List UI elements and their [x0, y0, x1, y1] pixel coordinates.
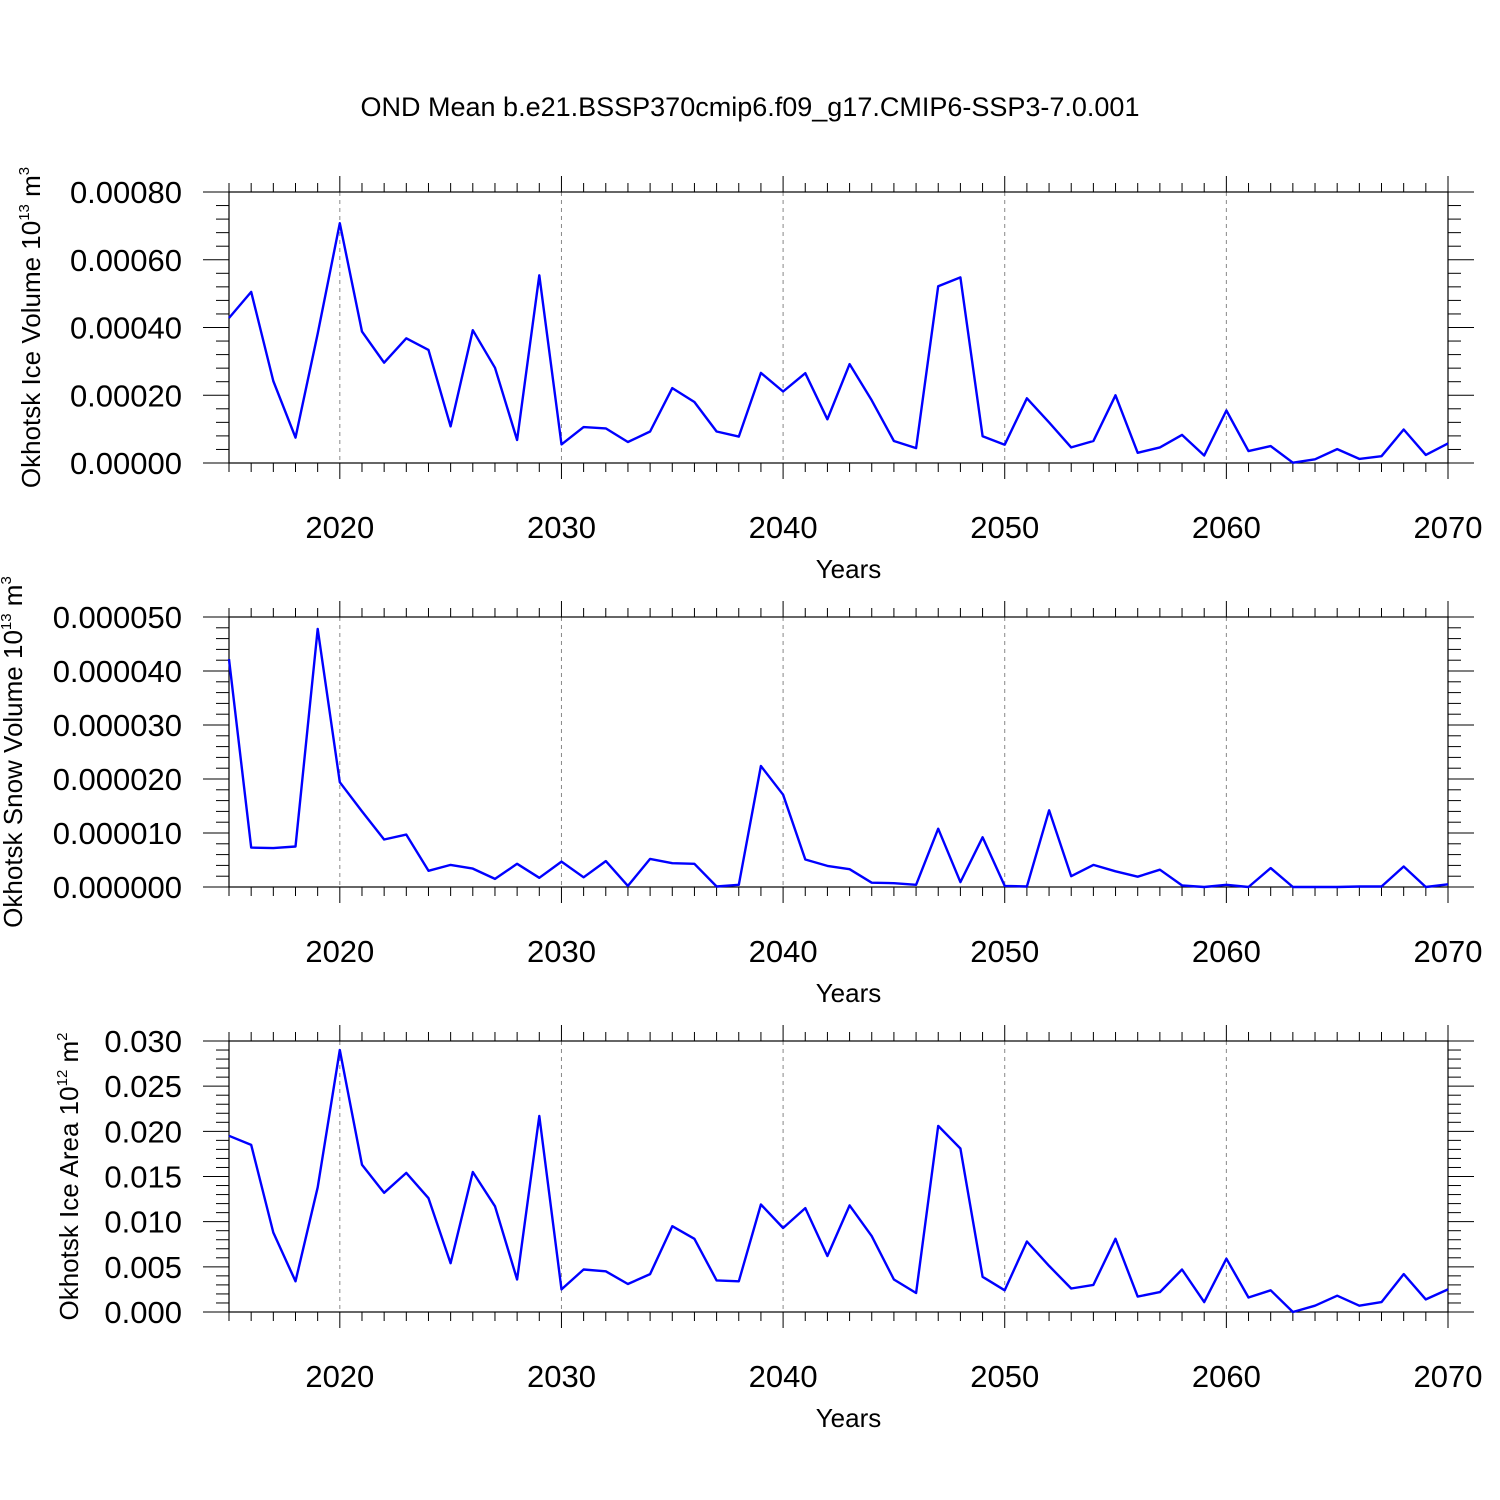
y-axis-label-superscript: 13 — [0, 613, 15, 630]
y-axis-label-part: m — [54, 1041, 84, 1070]
series-line-1 — [227, 627, 1449, 889]
y-tick-label: 0.00000 — [70, 446, 182, 481]
y-tick-label: 0.00040 — [70, 311, 182, 346]
y-tick-label: 0.000050 — [53, 600, 182, 635]
y-axis-label-superscript: 3 — [16, 167, 33, 175]
y-axis-label: Okhotsk Snow Volume 1013 m3 — [0, 576, 28, 928]
x-tick-label: 2060 — [1192, 934, 1261, 969]
x-tick-label: 2020 — [305, 510, 374, 545]
y-tick-label: 0.000030 — [53, 708, 182, 743]
y-tick-label: 0.005 — [104, 1250, 182, 1285]
y-axis-label-superscript: 13 — [16, 204, 33, 221]
y-tick-label: 0.020 — [104, 1114, 182, 1149]
x-tick-label: 2050 — [970, 510, 1039, 545]
series-line-1 — [228, 221, 1449, 464]
x-tick-label: 2040 — [749, 510, 818, 545]
plot-frame — [228, 191, 1449, 464]
x-tick-label: 2030 — [527, 1359, 596, 1394]
x-tick-label: 2050 — [970, 1359, 1039, 1394]
y-tick-label: 0.00060 — [70, 243, 182, 278]
x-axis-label: Years — [816, 978, 882, 1008]
chart-panel-2: 2020 2030 2040 2050 2060 2070 0.000000 0.000010… — [0, 576, 1482, 1008]
y-axis-label-part: Okhotsk Ice Area 10 — [54, 1086, 84, 1320]
y-tick-label: 0.000 — [104, 1295, 182, 1330]
x-tick-label: 2040 — [749, 934, 818, 969]
y-axis-label-superscript: 12 — [54, 1070, 71, 1087]
x-axis-label: Years — [816, 1403, 882, 1433]
plot-frame — [228, 1040, 1449, 1313]
y-tick-label: 0.00080 — [70, 175, 182, 210]
figure-title: OND Mean b.e21.BSSP370cmip6.f09_g17.CMIP… — [361, 92, 1140, 122]
series-line-1 — [228, 1048, 1449, 1314]
y-axis-label-part: Okhotsk Ice Volume 10 — [16, 221, 46, 488]
x-tick-label: 2030 — [527, 934, 596, 969]
plot-frame — [228, 616, 1449, 888]
y-tick-label: 0.030 — [104, 1024, 182, 1059]
y-tick-label: 0.025 — [104, 1069, 182, 1104]
y-tick-label: 0.010 — [104, 1205, 182, 1240]
y-axis-label: Okhotsk Ice Area 1012 m2 — [54, 1032, 84, 1320]
x-tick-label: 2020 — [305, 1359, 374, 1394]
y-axis-label-part: m — [16, 175, 46, 204]
x-tick-label: 2070 — [1414, 1359, 1483, 1394]
y-tick-label: 0.000000 — [53, 870, 182, 905]
x-tick-label: 2060 — [1192, 510, 1261, 545]
x-tick-label: 2070 — [1414, 934, 1483, 969]
y-axis-label-part: Okhotsk Snow Volume 10 — [0, 630, 28, 928]
y-tick-label: 0.00020 — [70, 378, 182, 413]
x-tick-label: 2070 — [1414, 510, 1483, 545]
y-tick-label: 0.015 — [104, 1160, 182, 1195]
chart-panel-3: 2020 2030 2040 2050 2060 2070 0.000 0.005 0.010 0… — [54, 1024, 1482, 1433]
y-tick-label: 0.000010 — [53, 816, 182, 851]
panels-group: 2020 2030 2040 2050 2060 2070 0.00000 0.00020 0.… — [0, 167, 1482, 1433]
x-tick-label: 2050 — [970, 934, 1039, 969]
x-tick-label: 2030 — [527, 510, 596, 545]
y-tick-label: 0.000040 — [53, 654, 182, 689]
y-axis-label: Okhotsk Ice Volume 1013 m3 — [16, 167, 46, 488]
x-axis-label: Years — [816, 554, 882, 584]
y-axis-label-superscript: 2 — [54, 1032, 71, 1040]
x-tick-label: 2020 — [305, 934, 374, 969]
chart-panel-1: 2020 2030 2040 2050 2060 2070 0.00000 0.00020 0.… — [16, 167, 1482, 584]
x-tick-label: 2040 — [749, 1359, 818, 1394]
y-axis-label-part: m — [0, 585, 28, 614]
x-tick-label: 2060 — [1192, 1359, 1261, 1394]
y-axis-label-superscript: 3 — [0, 576, 15, 584]
y-tick-label: 0.000020 — [53, 762, 182, 797]
